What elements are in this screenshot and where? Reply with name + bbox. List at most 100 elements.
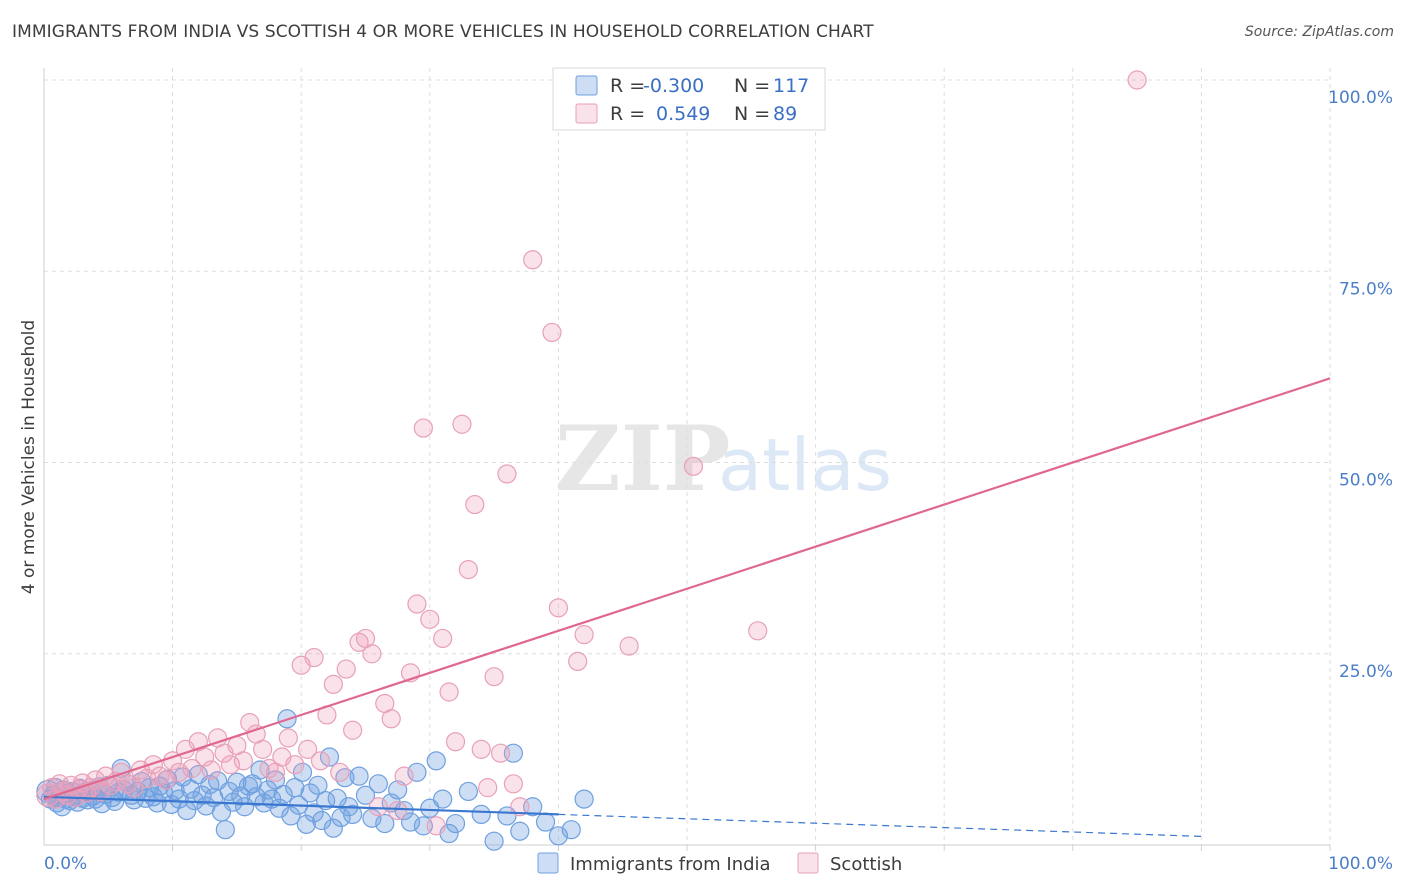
y-tick-label-50: 50.0% [1339, 471, 1393, 491]
scottish-point-69 [445, 732, 466, 752]
legend-r-value-pink: 0.549 [656, 103, 710, 125]
trend-line-india-extension [558, 813, 1202, 837]
scottish-point-22 [143, 755, 163, 775]
chart-title: IMMIGRANTS FROM INDIA VS SCOTTISH 4 OR M… [12, 22, 874, 42]
india-point-82 [316, 791, 336, 811]
india-point-90 [349, 766, 369, 786]
legend-n-value-blue: 117 [773, 75, 809, 97]
india-point-103 [433, 789, 453, 809]
scottish-point-57 [368, 797, 388, 817]
scottish-point-68 [439, 682, 459, 702]
legend-n-label-blue: N = [734, 75, 770, 97]
scottish-point-43 [278, 728, 298, 748]
india-point-60 [231, 786, 251, 806]
scottish-point-75 [484, 667, 504, 687]
trend-line-scottish [43, 377, 1331, 801]
india-point-94 [375, 813, 395, 834]
scottish-point-64 [413, 418, 433, 438]
india-point-112 [535, 812, 556, 832]
scottish-point-31 [201, 760, 221, 780]
india-point-99 [407, 762, 427, 782]
scottish-point-46 [298, 739, 318, 759]
scottish-point-34 [220, 755, 241, 775]
india-point-56 [215, 820, 235, 840]
india-point-91 [355, 785, 376, 805]
india-point-81 [312, 810, 332, 831]
scottish-point-4 [53, 781, 73, 802]
india-point-108 [484, 831, 504, 851]
scottish-point-50 [323, 674, 343, 694]
scottish-point-83 [568, 651, 588, 672]
scottish-point-17 [111, 762, 131, 782]
scottish-point-13 [90, 781, 111, 802]
scottish-point-47 [304, 647, 324, 668]
y-tick-label-100: 100.0% [1328, 88, 1393, 108]
y-tick-labels: 25.0% 50.0% 75.0% 100.0% [1328, 88, 1393, 682]
india-point-50 [192, 785, 212, 805]
scottish-point-63 [407, 594, 427, 614]
scottish-point-52 [336, 659, 356, 679]
scottish-point-48 [310, 751, 331, 771]
legend-n-label-pink: N = [734, 103, 770, 125]
legend-r-value-blue: -0.300 [643, 75, 704, 97]
scottish-point-39 [253, 739, 273, 759]
india-point-79 [304, 803, 324, 823]
india-point-106 [458, 781, 478, 802]
series-legend: Immigrants from India Scottish [537, 852, 902, 875]
scottish-point-80 [523, 250, 543, 270]
scottish-point-59 [381, 709, 401, 729]
stats-legend: R = -0.300 N = 117 R = 0.549 N = 89 [552, 67, 826, 131]
scottish-point-81 [542, 322, 562, 343]
scottish-point-82 [548, 598, 569, 618]
watermark-zip: ZIP [555, 406, 730, 512]
india-point-86 [331, 807, 351, 828]
india-point-78 [300, 783, 320, 803]
scottish-point-26 [169, 762, 189, 782]
india-point-92 [362, 808, 382, 828]
bottom-legend-swatch-pink [797, 852, 819, 874]
scottish-point-56 [362, 644, 382, 664]
india-point-114 [561, 820, 581, 840]
scottish-point-36 [233, 751, 253, 771]
india-point-89 [343, 804, 363, 825]
x-tick-label-max: 100.0% [1328, 854, 1393, 874]
source-note: Source: ZipAtlas.com [1244, 24, 1394, 40]
scottish-point-73 [471, 739, 491, 759]
legend-r-label-blue: R = [610, 75, 645, 97]
scottish-point-51 [330, 762, 350, 782]
india-point-80 [308, 775, 328, 795]
stats-legend-box [552, 67, 826, 131]
india-point-84 [323, 818, 343, 838]
scottish-point-74 [478, 778, 498, 798]
scottish-point-77 [497, 464, 517, 484]
scottish-point-28 [182, 758, 202, 779]
watermark-atlas: atlas [718, 423, 892, 507]
legend-swatch-pink [575, 103, 598, 124]
india-point-71 [273, 784, 293, 805]
scottish-point-70 [452, 414, 472, 434]
legend-r-label-pink: R = [610, 103, 645, 125]
india-point-77 [296, 814, 316, 834]
x-tick-label-min: 0.0% [44, 854, 87, 874]
scottish-point-53 [343, 720, 363, 740]
india-point-110 [510, 821, 530, 841]
bottom-legend-swatch-blue [537, 852, 559, 874]
y-tick-label-75: 75.0% [1339, 279, 1393, 299]
india-point-105 [445, 813, 466, 834]
india-point-41 [157, 769, 178, 789]
india-point-98 [400, 812, 421, 832]
india-point-87 [335, 768, 355, 788]
trend-line-india [43, 795, 559, 816]
scottish-point-65 [420, 609, 440, 629]
scottish-point-84 [574, 625, 594, 645]
scottish-point-72 [465, 494, 485, 515]
india-point-38 [147, 793, 167, 813]
scottish-point-85 [619, 636, 639, 656]
legend-n-value-pink: 89 [773, 103, 797, 125]
india-point-93 [368, 774, 388, 794]
y-axis-title: 4 or more Vehicles in Household [19, 320, 39, 594]
scottish-point-44 [285, 755, 305, 775]
scottish-point-78 [503, 774, 523, 794]
scottish-point-87 [748, 621, 768, 641]
bottom-legend-label-india: Immigrants from India [570, 854, 771, 875]
